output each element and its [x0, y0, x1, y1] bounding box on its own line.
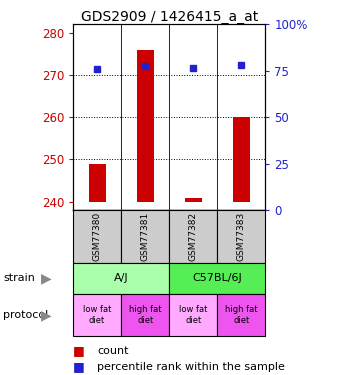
Bar [137, 50, 154, 202]
Bar [73, 262, 169, 294]
Bar [169, 294, 217, 336]
Bar [185, 198, 202, 202]
Text: protocol: protocol [3, 310, 49, 320]
Bar [169, 210, 217, 262]
Text: high fat
diet: high fat diet [225, 305, 257, 325]
Bar [121, 210, 169, 262]
Text: GSM77382: GSM77382 [189, 211, 198, 261]
Text: ■: ■ [73, 360, 89, 373]
Text: high fat
diet: high fat diet [129, 305, 162, 325]
Text: ▶: ▶ [40, 272, 51, 285]
Text: strain: strain [3, 273, 35, 284]
Text: C57BL/6J: C57BL/6J [192, 273, 242, 284]
Bar [121, 294, 169, 336]
Bar [217, 294, 265, 336]
Bar [73, 294, 121, 336]
Text: GDS2909 / 1426415_a_at: GDS2909 / 1426415_a_at [81, 10, 259, 24]
Text: percentile rank within the sample: percentile rank within the sample [97, 362, 285, 372]
Text: low fat
diet: low fat diet [179, 305, 207, 325]
Bar [89, 164, 105, 202]
Text: count: count [97, 346, 129, 355]
Text: A/J: A/J [114, 273, 129, 284]
Text: ▶: ▶ [40, 308, 51, 322]
Text: low fat
diet: low fat diet [83, 305, 111, 325]
Text: ■: ■ [73, 344, 89, 357]
Text: GSM77380: GSM77380 [92, 211, 102, 261]
Bar [233, 117, 250, 202]
Bar [217, 210, 265, 262]
Bar [73, 210, 121, 262]
Text: GSM77381: GSM77381 [141, 211, 150, 261]
Text: GSM77383: GSM77383 [237, 211, 246, 261]
Bar [169, 262, 265, 294]
